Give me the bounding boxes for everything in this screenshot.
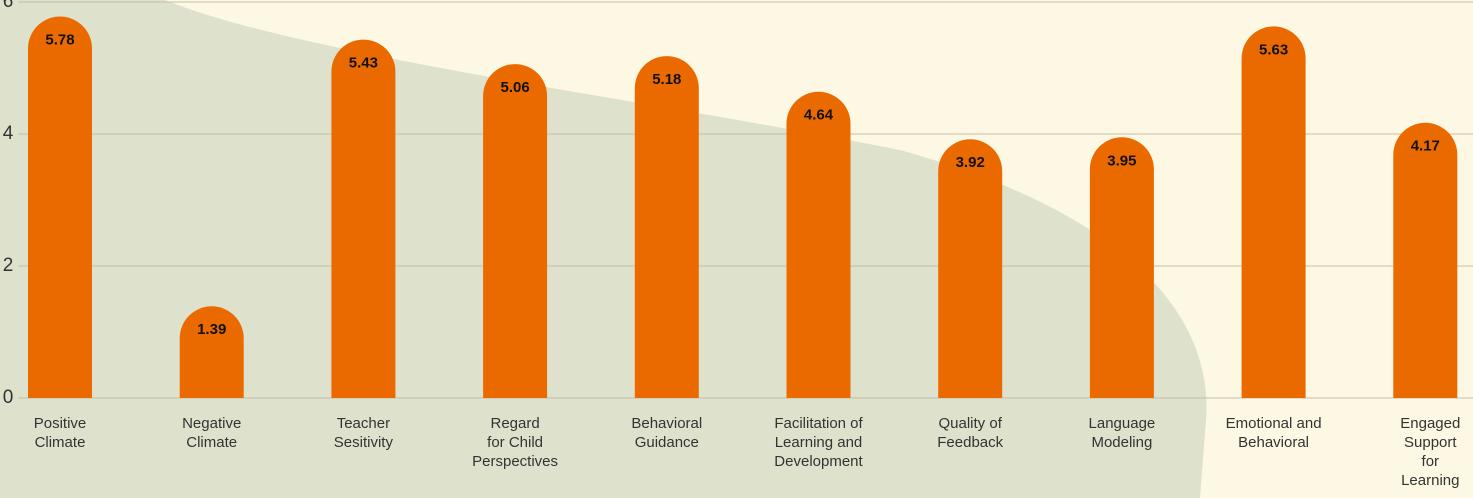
x-tick-label: Positive Climate	[33, 415, 87, 451]
data-label: 3.95	[1107, 152, 1136, 169]
x-tick-label: Emotional and Behavioral	[1225, 415, 1322, 451]
y-tick-label: 2	[3, 255, 14, 276]
x-tick-label: Language Modeling	[1088, 415, 1156, 451]
y-tick-label: 4	[3, 123, 14, 144]
data-label: 5.43	[349, 55, 378, 72]
data-label: 5.06	[500, 79, 529, 96]
x-tick-label: Regard for Child Perspectives	[472, 415, 559, 470]
data-label: 1.39	[197, 321, 226, 338]
background-blob	[0, 0, 1207, 498]
y-tick-label: 6	[3, 0, 14, 12]
bar	[179, 306, 244, 398]
bar	[28, 16, 92, 399]
data-label: 3.92	[956, 154, 985, 171]
bar	[786, 91, 851, 398]
bar	[1393, 122, 1458, 398]
bar	[938, 139, 1003, 398]
x-tick-label: Engaged Support for Learning	[1400, 415, 1461, 489]
bar	[1241, 26, 1306, 399]
data-label: 5.63	[1259, 41, 1288, 58]
x-tick-label: Behavioral Guidance	[631, 415, 703, 451]
data-label: 4.17	[1411, 138, 1440, 155]
x-tick-label: Quality of Feedback	[937, 415, 1004, 451]
data-label: 4.64	[804, 107, 834, 124]
bar	[1089, 137, 1154, 399]
bar	[634, 56, 699, 399]
bar	[331, 39, 396, 399]
y-tick-label: 0	[3, 387, 14, 408]
data-label: 5.78	[45, 31, 74, 48]
x-tick-label: Teacher Sesitivity	[333, 415, 393, 451]
x-tick-label: Negative Climate	[182, 415, 242, 451]
data-label: 5.18	[652, 71, 681, 88]
x-tick-label: Facilitation of Learning and Development	[774, 415, 863, 470]
bar	[483, 64, 548, 398]
